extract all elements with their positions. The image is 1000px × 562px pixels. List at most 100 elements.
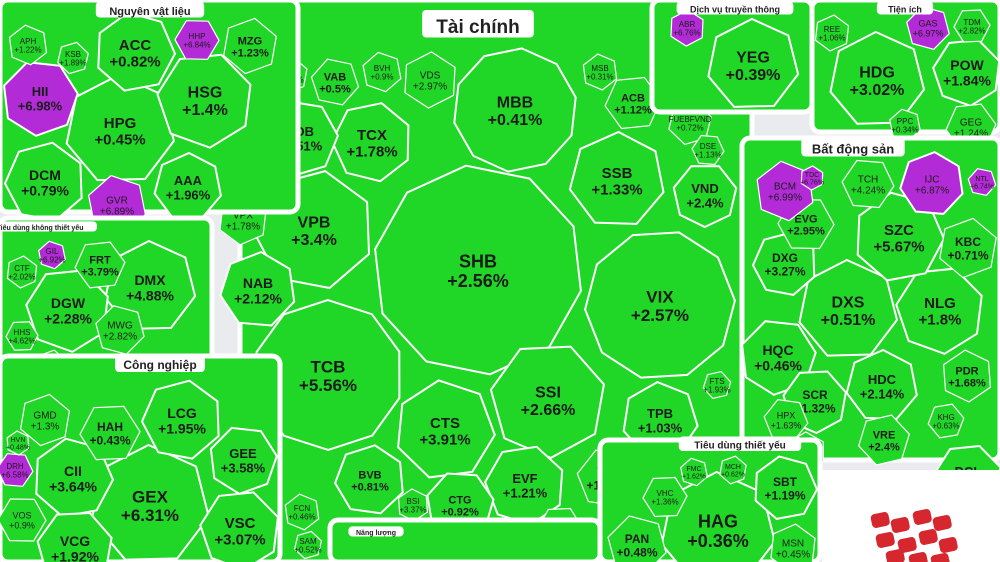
stock-cell-shape [3,141,83,222]
stock-cell-sbt[interactable]: SBT+1.19% [754,455,819,520]
stock-cell-vnd[interactable]: VND+2.4% [672,165,738,229]
stock-cell-tpb[interactable]: TPB+1.03% [622,380,699,457]
stock-cell-pow[interactable]: POW+1.84% [932,38,1000,107]
stock-cell-tcx[interactable]: TCX+1.78% [330,102,410,183]
stock-cell-ijc[interactable]: IJC+6.87% [899,150,964,215]
stock-cell-cts[interactable]: CTS+3.91% [397,379,496,479]
stock-cell-hdg[interactable]: HDG+3.02% [829,30,926,125]
stock-ticker: HDG [859,65,895,82]
stock-cell-bvh[interactable]: BVH+0.9% [362,51,402,93]
stock-cell-shape [404,51,456,109]
stock-cell-ssi[interactable]: SSI+2.66% [489,345,605,460]
stock-cell-mch[interactable]: MCH+0.62% [719,455,747,485]
stock-cell-frt[interactable]: FRT+3.79% [74,241,126,289]
stock-cell-msb[interactable]: MSB+0.31% [582,53,618,91]
stock-cell-pdr[interactable]: PDR+1.68% [942,349,992,403]
stock-change: +3.27% [764,264,805,278]
stock-cell-bcm[interactable]: BCM+6.99% [756,160,814,222]
stock-cell-msn[interactable]: MSN+0.45% [770,523,816,562]
stock-cell-mwg[interactable]: MWG+2.82% [95,305,145,355]
stock-cell-dgw[interactable]: DGW+2.28% [25,269,109,353]
stock-cell-hhp[interactable]: HHP+6.84% [174,20,220,60]
stock-cell-kbc[interactable]: KBC+0.71% [939,217,997,279]
stock-cell-gil[interactable]: GIL+6.92% [38,240,66,270]
stock-cell-hah[interactable]: HAH+0.43% [79,405,141,461]
stock-cell-hvn[interactable]: HVN+0.48% [6,430,30,456]
stock-cell-ctf[interactable]: CTF+2.02% [6,255,38,289]
sector-title: Bất động sản [812,141,894,156]
stock-change: +0.71% [947,248,988,262]
stock-ticker: NTL [975,176,988,183]
brand-logo [822,470,1000,562]
stock-ticker: MCH [725,464,741,471]
stock-cell-hsg[interactable]: HSG+1.4% [156,53,252,149]
stock-cell-hii[interactable]: HII+6.98% [3,61,79,137]
stock-cell-vds[interactable]: VDS+2.97% [404,51,456,109]
stock-cell-aaa[interactable]: AAA+1.96% [153,151,222,220]
stock-cell-sam[interactable]: SAM+0.52% [293,530,323,560]
stock-cell-bsi[interactable]: BSI+3.37% [397,488,429,522]
stock-cell-fcn[interactable]: FCN+0.46% [284,493,320,531]
stock-cell-aph[interactable]: APH+1.22% [8,24,48,66]
stock-cell-shape [3,61,79,137]
stock-cell-hag[interactable]: HAG+0.36% [660,470,776,562]
stock-cell-drh[interactable]: DRH+6.58% [0,453,34,487]
stock-cell-tch[interactable]: TCH+4.24% [841,159,895,209]
stock-cell-bvb[interactable]: BVB+0.81% [333,444,404,515]
stock-cell-fmc[interactable]: FMC+1.62% [680,457,708,487]
stock-cell-dxs[interactable]: DXS+0.51% [798,258,899,357]
stock-cell-gex[interactable]: GEX+6.31% [90,443,210,561]
stock-change: +6.99% [768,193,802,204]
stock-cell-ree[interactable]: REE+1.06% [814,14,850,52]
stock-ticker: TDM [963,18,981,27]
stock-cell-acb[interactable]: ACB+1.12% [604,76,662,130]
stock-cell-vab[interactable]: VAB+0.5% [310,58,360,106]
stock-cell-vos[interactable]: VOS+0.9% [0,498,47,542]
stock-cell-hhs[interactable]: HHS+4.62% [5,321,39,351]
stock-cell-ssb[interactable]: SSB+1.33% [568,130,665,225]
stock-cell-tdm[interactable]: TDM+2.82% [953,9,991,43]
stock-cell-hpg[interactable]: HPG+0.45% [65,73,175,182]
stock-cell-dse[interactable]: DSE+1.13% [691,134,725,166]
stock-cell-pan[interactable]: PAN+0.48% [607,515,667,562]
stock-ticker: PAN [625,532,649,546]
stock-cell-dmx[interactable]: DMX+4.88% [104,239,197,330]
stock-cell-evf[interactable]: EVF+1.21% [483,445,564,526]
stock-cell-ntl[interactable]: NTL+6.74% [967,168,997,196]
stock-cell-fts[interactable]: FTS+1.93% [702,370,732,400]
stock-cell-vcg[interactable]: VCG+1.92% [36,511,113,562]
stock-cell-acc[interactable]: ACC+0.82% [97,11,177,92]
stock-cell-shape [942,349,992,403]
stock-cell-hpx[interactable]: HPX+1.63% [763,398,809,442]
stock-cell-vsc[interactable]: VSC+3.07% [199,491,279,562]
stock-cell-shape [95,305,145,355]
stock-cell-gmd[interactable]: GMD+1.3% [19,393,71,447]
stock-cell-mbb[interactable]: MBB+0.41% [453,47,577,173]
stock-cell-khg[interactable]: KHG+0.63% [927,403,965,439]
stock-change: +0.48% [616,545,657,559]
stock-cell-yeg[interactable]: YEG+0.39% [707,17,800,108]
stock-cell-hdc[interactable]: HDC+2.14% [845,348,918,420]
stock-cell-vre[interactable]: VRE+2.4% [858,414,910,466]
stock-change: +0.46% [288,513,315,522]
stock-ticker: VND [691,181,718,196]
stock-cell-nlg[interactable]: NLG+1.8% [895,267,983,355]
stock-cell-tdc[interactable]: TDC+6.76% [800,165,824,191]
stock-cell-tcb[interactable]: TCB+5.56% [255,298,401,452]
stock-ticker: NLG [924,295,956,312]
stock-cell-vhc[interactable]: VHC+1.36% [642,476,688,518]
stock-cell-vix[interactable]: VIX+2.57% [584,231,736,379]
stock-cell-gee[interactable]: GEE+3.58% [209,426,278,495]
stock-cell-ksb[interactable]: KSB+1.89% [57,41,89,75]
stock-cell-lcg[interactable]: LCG+1.95% [140,379,220,460]
stock-change: +1.92% [51,548,99,562]
stock-cell-shape [756,160,814,222]
stock-cell-cii[interactable]: CII+3.64% [35,437,115,518]
stock-cell-mzg[interactable]: MZG+1.23% [223,17,277,75]
stock-cell-abr[interactable]: ABR+6.76% [670,9,704,47]
stock-cell-dcm[interactable]: DCM+0.79% [3,141,83,222]
stock-cell-szc[interactable]: SZC+5.67% [856,191,946,282]
stock-cell-ppc[interactable]: PPC+0.34% [889,108,921,142]
stock-cell-nab[interactable]: NAB+2.12% [219,250,296,327]
stock-cell-shape [895,267,983,355]
